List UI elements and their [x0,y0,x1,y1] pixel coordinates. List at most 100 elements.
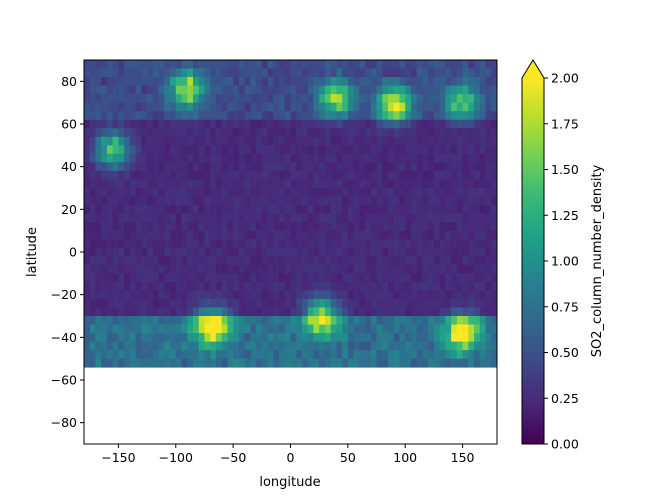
heatmap-cell [422,119,429,129]
heatmap-cell [250,170,257,180]
heatmap-cell [416,324,423,334]
x-tick-label: −150 [101,450,135,465]
heatmap-cell [296,94,303,104]
heatmap-cell [451,77,458,86]
heatmap-cell [474,350,481,360]
heatmap-cell [365,188,372,197]
heatmap-cell [89,111,96,121]
heatmap-cell [261,341,268,351]
heatmap-cell [479,350,486,360]
heatmap-cell [456,247,463,257]
heatmap-cell [491,307,497,317]
heatmap-cell [141,230,148,240]
heatmap-cell [474,230,481,240]
heatmap-cell [445,333,452,342]
heatmap-cell [267,264,274,274]
heatmap-cell [296,68,303,78]
heatmap-cell [210,179,217,189]
heatmap-cell [101,179,108,189]
heatmap-cell [393,290,400,300]
heatmap-cell [474,239,481,249]
heatmap-cell [181,145,188,155]
heatmap-cell [187,316,194,325]
heatmap-cell [330,298,337,308]
heatmap-cell [468,230,475,240]
heatmap-cell [170,256,177,266]
heatmap-cell [221,94,228,104]
heatmap-cell [296,205,303,214]
heatmap-cell [284,60,291,69]
heatmap-cell [152,316,159,325]
heatmap-cell [479,213,486,223]
heatmap-cell [261,350,268,360]
heatmap-cell [284,179,291,189]
heatmap-cell [261,290,268,300]
heatmap-cell [439,145,446,155]
heatmap-cell [462,290,469,300]
heatmap-cell [124,281,131,291]
heatmap-cell [416,316,423,325]
heatmap-cell [479,94,486,104]
heatmap-cell [158,188,165,197]
heatmap-cell [330,273,337,283]
heatmap-cell [353,239,360,249]
heatmap-cell [370,205,377,214]
heatmap-cell [370,179,377,189]
heatmap-cell [353,333,360,342]
heatmap-cell [410,188,418,197]
heatmap-cell [170,341,177,351]
heatmap-cell [221,85,228,95]
heatmap-cell [290,333,297,342]
heatmap-cell [296,188,303,197]
heatmap-cell [124,85,131,95]
heatmap-cell [221,298,228,308]
heatmap-cell [410,273,418,283]
heatmap-cell [324,119,332,129]
heatmap-cell [124,273,131,283]
heatmap-cell [296,247,303,257]
heatmap-cell [462,77,469,86]
heatmap-cell [462,136,469,146]
heatmap-cell [479,119,486,129]
heatmap-cell [221,273,228,283]
heatmap-cell [95,256,102,266]
heatmap-cell [307,264,314,274]
heatmap-cell [118,222,125,232]
heatmap-cell [439,128,446,138]
heatmap-cell [393,341,400,351]
heatmap-cell [124,213,131,223]
heatmap-cell [106,102,114,112]
heatmap-cell [118,162,125,172]
heatmap-cell [353,273,360,283]
heatmap-cell [124,188,131,197]
heatmap-cell [347,196,354,206]
heatmap-cell [324,239,332,249]
heatmap-cell [158,119,165,129]
heatmap-cell [238,179,246,189]
heatmap-cell [279,358,286,368]
heatmap-cell [370,128,377,138]
heatmap-cell [267,307,274,317]
heatmap-cell [428,316,435,325]
heatmap-cell [170,239,177,249]
heatmap-cell [370,111,377,121]
heatmap-cell [89,213,96,223]
heatmap-cell [238,128,246,138]
heatmap-cell [198,85,205,95]
heatmap-cell [273,94,280,104]
heatmap-cell [388,102,395,112]
heatmap-cell [336,205,343,214]
heatmap-cell [485,213,492,223]
heatmap-cell [313,281,320,291]
heatmap-cell [135,162,142,172]
heatmap-cell [187,102,194,112]
heatmap-cell [221,350,228,360]
heatmap-cell [267,179,274,189]
heatmap-cell [376,162,383,172]
heatmap-cell [324,222,332,232]
heatmap-cell [250,102,257,112]
heatmap-cell [301,205,309,214]
heatmap-cell [347,281,354,291]
heatmap-cell [451,136,458,146]
heatmap-cell [319,94,326,104]
